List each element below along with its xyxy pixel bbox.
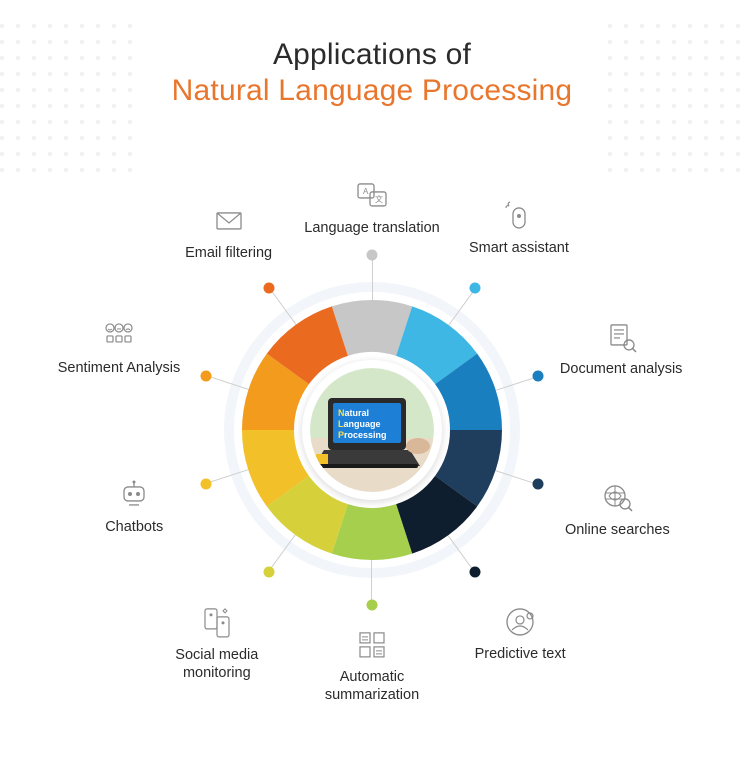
spoke-end-dot — [533, 370, 544, 381]
spoke-end-dot — [469, 283, 480, 294]
spoke-end-dot — [533, 479, 544, 490]
center-circle: Natural Language Processing — [302, 360, 442, 500]
application-label: Smart assistant — [449, 239, 589, 257]
application-label: Automatic summarization — [302, 668, 442, 704]
search-icon — [547, 481, 687, 515]
assistant-icon — [449, 199, 589, 233]
application-item: Smart assistant — [449, 199, 589, 257]
application-item: Automatic summarization — [302, 628, 442, 704]
application-label: Social media monitoring — [147, 645, 287, 681]
application-label: Predictive text — [450, 645, 590, 663]
spoke-end-dot — [367, 600, 378, 611]
document-icon — [551, 320, 691, 354]
spoke — [372, 255, 373, 300]
radial-diagram: Natural Language Processing Language tra… — [72, 130, 672, 730]
spoke-end-dot — [367, 250, 378, 261]
application-item: Language translation — [302, 179, 442, 237]
email-icon — [159, 204, 299, 238]
application-item: Email filtering — [159, 204, 299, 262]
application-label: Chatbots — [64, 518, 204, 536]
sentiment-icon — [49, 319, 189, 353]
application-label: Sentiment Analysis — [49, 359, 189, 377]
social-icon — [147, 605, 287, 639]
application-label: Online searches — [547, 521, 687, 539]
application-item: Document analysis — [551, 320, 691, 378]
spoke-end-dot — [469, 566, 480, 577]
application-item: Social media monitoring — [147, 605, 287, 681]
spoke-end-dot — [264, 283, 275, 294]
application-label: Email filtering — [159, 244, 299, 262]
center-illustration: Natural Language Processing — [310, 368, 434, 492]
spoke-end-dot — [200, 370, 211, 381]
summarize-icon — [302, 628, 442, 662]
spoke — [371, 560, 372, 605]
application-item: Predictive text — [450, 605, 590, 663]
application-label: Language translation — [302, 219, 442, 237]
chatbot-icon — [64, 478, 204, 512]
predictive-icon — [450, 605, 590, 639]
application-label: Document analysis — [551, 360, 691, 378]
spoke-end-dot — [264, 566, 275, 577]
application-item: Sentiment Analysis — [49, 319, 189, 377]
svg-text:Language: Language — [338, 419, 381, 429]
application-item: Chatbots — [64, 478, 204, 536]
svg-text:Natural: Natural — [338, 408, 369, 418]
svg-text:Processing: Processing — [338, 430, 387, 440]
translate-icon — [302, 179, 442, 213]
application-item: Online searches — [547, 481, 687, 539]
